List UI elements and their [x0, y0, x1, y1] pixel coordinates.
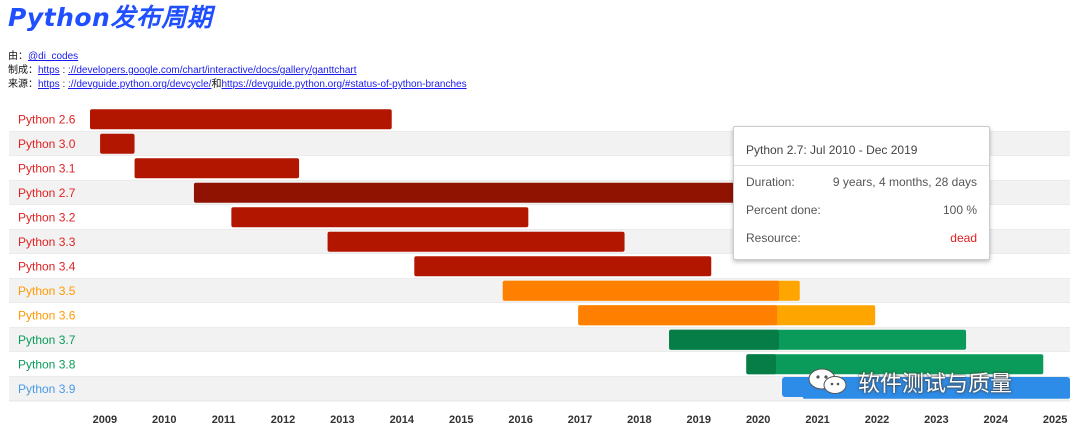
gantt-bar-progress — [746, 354, 776, 375]
gantt-bar-progress — [669, 329, 779, 350]
credit-made-label: 制成： — [8, 65, 38, 76]
page-title: Python发布周期 — [8, 3, 213, 32]
gantt-task-label: Python 3.1 — [18, 161, 76, 175]
x-tick-label: 2025 — [1043, 414, 1067, 426]
x-tick-label: 2024 — [984, 414, 1009, 426]
x-tick-label: 2021 — [805, 414, 829, 426]
gantt-bar[interactable] — [414, 256, 712, 277]
tooltip-resource-row: Resource: dead — [746, 231, 977, 247]
gantt-task-label: Python 3.2 — [18, 210, 76, 224]
source-link-devcycle[interactable]: ://devguide.python.org/devcycle/ — [68, 79, 212, 90]
x-tick-label: 2023 — [924, 414, 948, 426]
gantt-task-label: Python 3.9 — [18, 382, 76, 396]
x-tick-label: 2012 — [271, 414, 295, 426]
x-tick-label: 2010 — [152, 414, 176, 426]
author-link[interactable]: @di_codes — [28, 51, 79, 62]
tooltip-duration-value: 9 years, 4 months, 28 days — [832, 175, 977, 189]
wechat-icon — [808, 368, 847, 394]
gantt-bar[interactable] — [231, 207, 529, 228]
gantt-bar[interactable] — [90, 109, 392, 130]
tooltip-duration-label: Duration: — [746, 175, 795, 189]
gantt-bar[interactable] — [100, 133, 135, 154]
tooltip-duration-row: Duration: 9 years, 4 months, 28 days — [746, 175, 977, 191]
credit-source-label: 来源： — [8, 79, 38, 90]
x-tick-label: 2014 — [390, 414, 415, 426]
x-tick-label: 2022 — [865, 414, 889, 426]
tooltip-title: Python 2.7: Jul 2010 - Dec 2019 — [746, 143, 918, 157]
credit-author-label: 由： — [8, 51, 28, 62]
made-with-joiner: : — [59, 65, 69, 76]
gantt-task-label: Python 3.3 — [18, 235, 76, 249]
x-tick-label: 2009 — [93, 414, 117, 426]
x-tick-label: 2018 — [627, 414, 651, 426]
gantt-task-label: Python 2.7 — [18, 186, 76, 200]
x-tick-label: 2015 — [449, 414, 473, 426]
x-tick-label: 2020 — [746, 414, 770, 426]
x-tick-label: 2017 — [568, 414, 592, 426]
tooltip-resource-value: dead — [950, 231, 977, 245]
x-tick-label: 2016 — [508, 414, 532, 426]
credit-made-with: 制成：https : ://developers.google.com/char… — [8, 64, 357, 77]
gantt-bar-progress — [578, 305, 778, 326]
gantt-bar[interactable] — [134, 158, 300, 179]
made-with-link-scheme[interactable]: https — [38, 65, 60, 76]
watermark-text: 软件测试与质量 — [858, 372, 1013, 397]
credit-author: 由：@di_codes — [8, 50, 78, 63]
source-mid: 和 — [211, 79, 222, 90]
tooltip-percent-row: Percent done: 100 % — [746, 203, 977, 219]
gantt-row-bg — [9, 303, 1070, 328]
tooltip-percent-label: Percent done: — [746, 203, 821, 217]
gantt-task-label: Python 3.4 — [18, 259, 76, 273]
tooltip-percent-value: 100 % — [942, 203, 977, 217]
made-with-link-path[interactable]: ://developers.google.com/chart/interacti… — [68, 65, 357, 76]
gantt-task-label: Python 3.7 — [18, 333, 76, 347]
gantt-task-label: Python 2.6 — [18, 112, 76, 126]
x-tick-label: 2019 — [687, 414, 711, 426]
gantt-task-label: Python 3.5 — [18, 284, 76, 298]
gantt-task-label: Python 3.8 — [18, 357, 76, 371]
gantt-task-label: Python 3.6 — [18, 308, 76, 322]
gantt-tooltip: Python 2.7: Jul 2010 - Dec 2019 Duration… — [733, 126, 990, 260]
x-tick-label: 2011 — [212, 414, 236, 426]
tooltip-divider — [734, 165, 989, 166]
credit-source: 来源：https : ://devguide.python.org/devcyc… — [8, 78, 467, 91]
gantt-task-label: Python 3.0 — [18, 137, 76, 151]
gantt-bar-progress — [502, 280, 779, 301]
gantt-bar[interactable] — [193, 182, 754, 203]
tooltip-resource-label: Resource: — [746, 231, 801, 245]
source-link-branches[interactable]: https://devguide.python.org/#status-of-p… — [221, 79, 467, 90]
source-link-scheme[interactable]: https — [38, 79, 60, 90]
watermark-bar — [782, 377, 1070, 397]
gantt-bar[interactable] — [327, 231, 625, 252]
source-joiner: : — [59, 79, 69, 90]
x-tick-label: 2013 — [330, 414, 354, 426]
